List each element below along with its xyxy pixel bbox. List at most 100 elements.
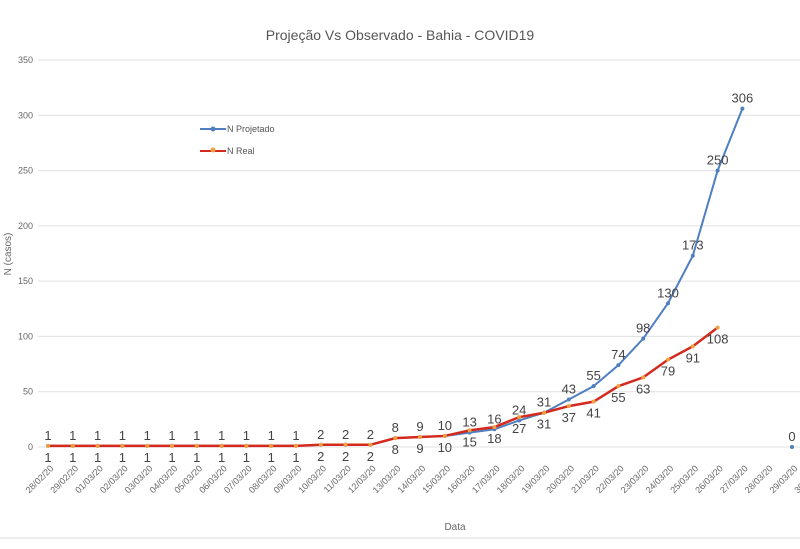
data-label: 2	[317, 427, 324, 442]
data-point	[418, 435, 422, 440]
data-label: 31	[537, 417, 551, 432]
y-tick-label: 200	[18, 221, 33, 231]
data-label: 1	[69, 450, 76, 465]
data-label: 79	[661, 364, 675, 379]
data-point	[95, 443, 100, 448]
data-point	[616, 363, 621, 368]
data-point	[690, 253, 695, 258]
data-point	[790, 445, 794, 449]
data-label: 2	[342, 427, 349, 442]
data-label: 2	[367, 427, 374, 442]
y-tick-label: 150	[18, 276, 33, 286]
data-point	[467, 428, 472, 433]
legend-marker-real	[210, 147, 216, 153]
y-tick-label: 0	[28, 442, 33, 452]
data-label: 15	[462, 434, 476, 449]
data-label: 74	[611, 347, 625, 362]
data-label: 2	[317, 449, 324, 464]
data-label: 8	[392, 442, 399, 457]
data-label: 1	[218, 450, 225, 465]
data-label: 250	[707, 153, 729, 168]
data-label: 8	[392, 420, 399, 435]
data-point	[393, 436, 398, 441]
data-point	[715, 325, 720, 330]
data-label: 1	[292, 450, 299, 465]
data-label: 1	[268, 428, 275, 443]
data-label: 1	[119, 450, 126, 465]
data-label: 10	[438, 440, 452, 455]
data-point	[170, 443, 174, 448]
data-point	[566, 404, 571, 409]
data-point	[318, 442, 323, 447]
data-point	[368, 442, 373, 447]
data-point	[740, 106, 745, 111]
data-label: 1	[218, 428, 225, 443]
data-label: 43	[562, 381, 576, 396]
data-point	[145, 443, 150, 448]
legend: N Projetado N Real	[200, 124, 275, 156]
data-point	[442, 433, 447, 438]
data-label: 1	[94, 450, 101, 465]
data-point	[690, 344, 695, 349]
data-label: 1	[243, 450, 250, 465]
y-axis-label: N (casos)	[3, 233, 14, 276]
data-label: 1	[119, 428, 126, 443]
data-label: 1	[168, 450, 175, 465]
data-point	[269, 443, 274, 448]
data-point	[641, 375, 646, 380]
data-point	[120, 443, 125, 448]
data-point	[194, 443, 199, 448]
data-label: 55	[611, 390, 625, 405]
data-label: 1	[44, 450, 51, 465]
data-point	[517, 415, 522, 420]
data-label: 1	[292, 428, 299, 443]
data-label: 24	[512, 402, 526, 417]
data-label: 31	[537, 395, 551, 410]
data-point	[616, 384, 621, 389]
data-label: 1	[44, 428, 51, 443]
data-point	[591, 384, 596, 389]
data-point	[666, 301, 670, 306]
data-label: 1	[268, 450, 275, 465]
data-label: 1	[243, 428, 250, 443]
data-label: 9	[416, 441, 423, 456]
data-label: 1	[144, 450, 151, 465]
data-label: 130	[657, 285, 679, 300]
data-label: 9	[416, 419, 423, 434]
x-axis-label: Data	[444, 522, 466, 533]
data-point	[517, 418, 522, 423]
data-point	[715, 168, 720, 173]
data-label: 1	[193, 428, 200, 443]
data-label: 16	[487, 411, 501, 426]
data-point	[244, 443, 249, 448]
legend-marker-projetado	[210, 126, 216, 132]
data-label: 63	[636, 381, 650, 396]
data-label: 27	[512, 421, 526, 436]
data-point	[542, 410, 546, 415]
data-label: 306	[732, 91, 754, 106]
data-point	[46, 443, 50, 448]
data-label: 1	[144, 428, 151, 443]
legend-label-real: N Real	[227, 146, 255, 156]
data-point	[566, 397, 571, 402]
data-label: 173	[682, 238, 704, 253]
data-label: 13	[462, 415, 476, 430]
data-point	[591, 399, 596, 404]
data-label: 1	[168, 428, 175, 443]
data-label: 55	[586, 368, 600, 383]
data-point	[641, 336, 646, 341]
data-point	[492, 425, 497, 430]
y-tick-label: 300	[18, 110, 33, 120]
data-point	[666, 357, 670, 362]
data-label: 37	[562, 410, 576, 425]
data-point	[294, 443, 298, 448]
y-tick-label: 350	[18, 55, 33, 65]
legend-label-projetado: N Projetado	[227, 124, 275, 134]
chart-title: Projeção Vs Observado - Bahia - COVID19	[266, 27, 535, 43]
data-point	[343, 442, 348, 447]
data-label: 91	[686, 350, 700, 365]
data-label: 108	[707, 332, 729, 347]
data-label: 18	[487, 431, 501, 446]
data-label: 1	[94, 428, 101, 443]
